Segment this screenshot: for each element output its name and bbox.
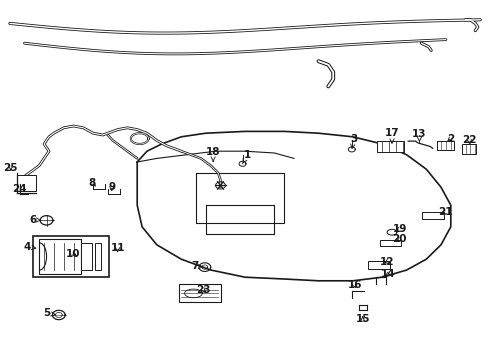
Text: 5: 5 [43, 308, 55, 318]
Bar [377, 141, 404, 152]
Bar [422, 212, 444, 219]
Text: 16: 16 [347, 280, 362, 291]
Text: 2: 2 [447, 134, 454, 144]
Bar [17, 175, 36, 191]
Bar [81, 243, 92, 270]
Text: 14: 14 [381, 269, 395, 279]
Text: 18: 18 [206, 147, 220, 161]
Text: 17: 17 [385, 128, 399, 143]
Bar [462, 144, 476, 154]
Text: 24: 24 [12, 184, 27, 194]
Text: 20: 20 [392, 234, 407, 244]
Text: 3: 3 [350, 134, 357, 148]
Text: 11: 11 [110, 243, 125, 253]
Bar [437, 141, 454, 150]
Text: 22: 22 [462, 135, 477, 145]
Bar [39, 239, 81, 274]
Text: 4: 4 [23, 242, 36, 252]
Text: 9: 9 [108, 182, 115, 192]
Text: 8: 8 [89, 178, 96, 188]
Text: 10: 10 [66, 249, 81, 259]
Text: 1: 1 [243, 150, 251, 164]
Bar [179, 284, 220, 302]
Bar [380, 240, 401, 246]
Bar [368, 261, 390, 269]
Text: 23: 23 [196, 285, 211, 295]
Text: 19: 19 [392, 224, 407, 234]
Text: 13: 13 [412, 129, 427, 142]
Bar [33, 236, 109, 277]
Text: 7: 7 [191, 261, 203, 271]
Bar [95, 243, 101, 270]
Text: 15: 15 [355, 314, 370, 324]
Text: 6: 6 [29, 215, 41, 225]
Text: 21: 21 [438, 207, 452, 217]
Text: 25: 25 [3, 163, 18, 173]
Text: 12: 12 [380, 257, 394, 267]
